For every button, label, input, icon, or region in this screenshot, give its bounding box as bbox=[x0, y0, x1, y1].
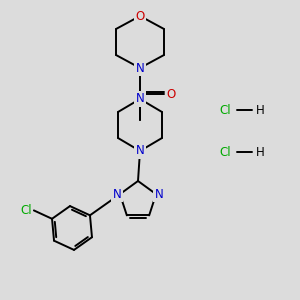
Text: N: N bbox=[112, 188, 121, 201]
Text: N: N bbox=[136, 92, 144, 106]
Text: Cl: Cl bbox=[219, 103, 231, 116]
Text: H: H bbox=[256, 103, 264, 116]
Text: O: O bbox=[167, 88, 176, 100]
Text: N: N bbox=[155, 188, 164, 201]
Text: Cl: Cl bbox=[20, 204, 32, 217]
Text: N: N bbox=[136, 61, 144, 74]
Text: Cl: Cl bbox=[219, 146, 231, 158]
Text: O: O bbox=[135, 10, 145, 22]
Text: N: N bbox=[136, 145, 144, 158]
Text: H: H bbox=[256, 146, 264, 158]
